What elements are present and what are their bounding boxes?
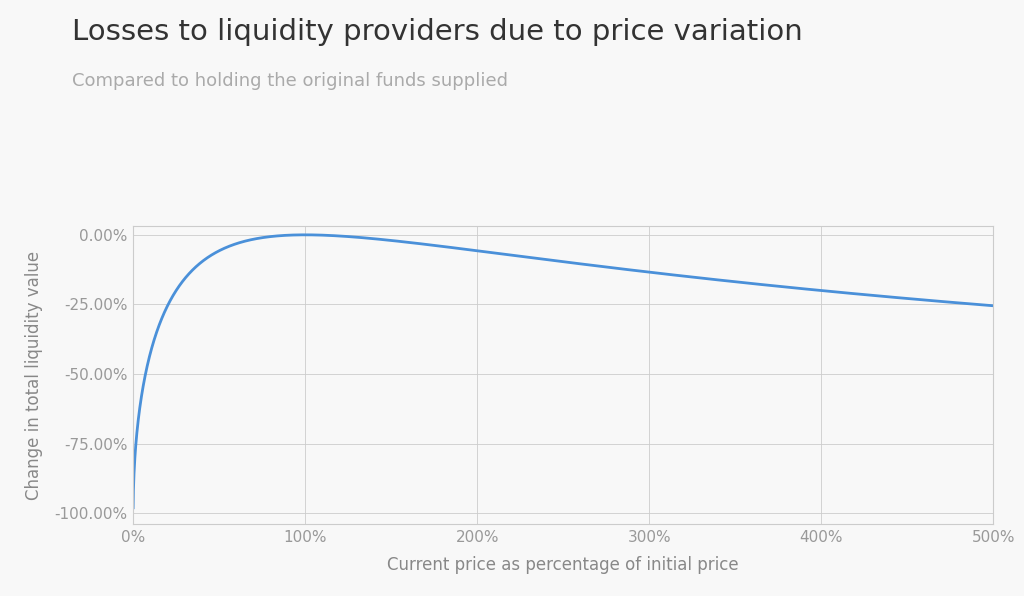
X-axis label: Current price as percentage of initial price: Current price as percentage of initial p…: [387, 556, 739, 574]
Y-axis label: Change in total liquidity value: Change in total liquidity value: [26, 251, 43, 500]
Text: Compared to holding the original funds supplied: Compared to holding the original funds s…: [72, 72, 508, 89]
Text: Losses to liquidity providers due to price variation: Losses to liquidity providers due to pri…: [72, 18, 803, 46]
